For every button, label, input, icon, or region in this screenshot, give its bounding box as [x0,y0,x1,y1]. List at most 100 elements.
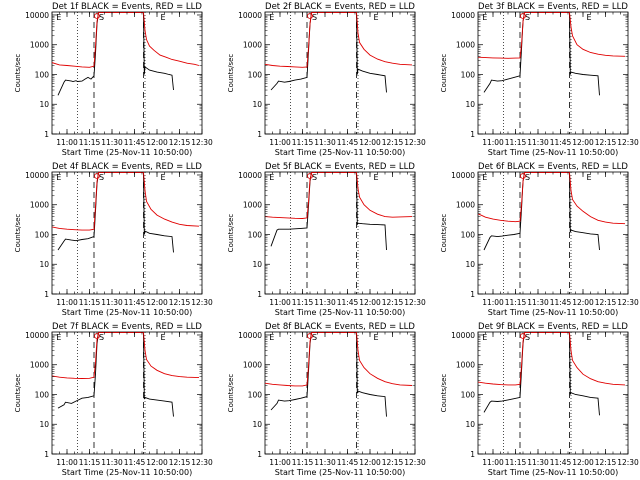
x-tick-label: 11:45 [124,298,146,307]
series-line-lld [265,332,413,387]
series-group [52,172,200,253]
x-tick-label: 12:30 [191,138,213,147]
y-tick-label: 10 [252,420,262,429]
x-tick-label: 11:30 [527,458,549,467]
y-axis-label: Counts/sec [227,54,235,93]
event-marker-label: S [525,333,530,342]
y-tick-label: 1000 [243,201,262,210]
x-tick-label: 12:15 [595,138,617,147]
x-tick-label: 12:30 [404,138,426,147]
y-tick-label: 10 [465,420,475,429]
event-marker-label: E [269,173,274,182]
event-marker-label: E [374,173,379,182]
x-tick-label: 11:45 [550,458,572,467]
series-line-lld [265,12,413,68]
series-line-lld [52,12,200,68]
series-group [478,332,626,416]
x-tick-label: 11:45 [550,298,572,307]
x-axis-label: Start Time (25-Nov-11 10:50:00) [488,148,618,157]
y-tick-label: 100 [461,230,476,239]
y-tick-label: 10000 [25,331,49,340]
x-tick-label: 11:00 [269,138,291,147]
y-tick-label: 100 [35,230,50,239]
series-line-events [483,12,600,96]
x-axis-label: Start Time (25-Nov-11 10:50:00) [275,468,405,477]
event-marker-label: E [161,173,166,182]
y-axis-label: Counts/sec [440,214,448,253]
event-marker-label: E [161,13,166,22]
chart-title: Det 9f BLACK = Events, RED = LLD [478,322,628,332]
event-marker-label: E [56,173,61,182]
chart-title: Det 2f BLACK = Events, RED = LLD [265,2,415,12]
chart-title: Det 8f BLACK = Events, RED = LLD [265,322,415,332]
event-marker-label: S [312,333,317,342]
y-tick-label: 10000 [451,171,475,180]
x-tick-label: 12:15 [382,138,404,147]
y-tick-label: 10 [465,100,475,109]
y-tick-label: 100 [248,70,263,79]
plot-frame [477,171,629,295]
chart-title: Det 4f BLACK = Events, RED = LLD [52,162,202,172]
y-tick-label: 1 [257,290,262,299]
x-tick-label: 11:15 [79,458,101,467]
y-tick-label: 1 [470,130,475,139]
y-tick-label: 100 [248,230,263,239]
event-marker-label: E [56,13,61,22]
x-tick-label: 11:30 [314,138,336,147]
event-marker-label: E [587,13,592,22]
peak-marker [307,333,313,339]
x-tick-label: 12:00 [146,138,168,147]
x-tick-label: 11:45 [337,458,359,467]
peak-marker [520,173,526,179]
y-axis-label: Counts/sec [440,54,448,93]
y-axis-label: Counts/sec [14,54,22,93]
plot-frame [264,331,416,455]
y-tick-label: 10000 [451,331,475,340]
y-tick-label: 1000 [30,41,49,50]
y-axis-label: Counts/sec [227,374,235,413]
x-tick-label: 11:30 [101,138,123,147]
x-axis-label: Start Time (25-Nov-11 10:50:00) [275,148,405,157]
x-tick-label: 12:00 [146,458,168,467]
x-tick-label: 11:15 [79,298,101,307]
x-tick-label: 11:30 [101,458,123,467]
x-tick-label: 12:15 [169,458,191,467]
event-marker-label: S [525,173,530,182]
plot-frame [264,171,416,295]
x-tick-label: 11:15 [292,298,314,307]
y-tick-label: 1000 [456,201,475,210]
series-line-lld [265,172,413,219]
y-tick-label: 10 [252,100,262,109]
chart-title: Det 7f BLACK = Events, RED = LLD [52,322,202,332]
series-line-lld [478,172,626,225]
x-tick-label: 11:30 [314,298,336,307]
chart-title: Det 1f BLACK = Events, RED = LLD [52,2,202,12]
x-tick-label: 12:15 [169,138,191,147]
event-marker-label: E [56,333,61,342]
plot-frame [51,11,203,135]
event-marker-label: E [374,333,379,342]
chart-panel: 11:00 11:15 11:30 11:45 12:00 12:15 12:30 1 10 10… [14,2,213,157]
x-tick-label: 11:00 [56,298,78,307]
x-tick-label: 11:15 [505,458,527,467]
x-tick-label: 11:45 [124,458,146,467]
peak-marker [520,333,526,339]
y-tick-label: 1 [44,130,49,139]
x-tick-label: 11:30 [101,298,123,307]
y-tick-label: 100 [461,390,476,399]
x-axis-label: Start Time (25-Nov-11 10:50:00) [62,148,192,157]
x-tick-label: 11:00 [56,458,78,467]
series-line-lld [52,332,200,379]
y-tick-label: 1000 [243,41,262,50]
series-line-events [270,172,387,251]
chart-title: Det 5f BLACK = Events, RED = LLD [265,162,415,172]
x-tick-label: 11:45 [337,298,359,307]
chart-title: Det 6f BLACK = Events, RED = LLD [478,162,628,172]
series-group [265,332,413,417]
x-tick-label: 11:00 [269,458,291,467]
y-tick-label: 10000 [238,331,262,340]
series-line-events [57,332,174,417]
x-tick-label: 11:15 [505,298,527,307]
y-tick-label: 1 [44,450,49,459]
x-tick-label: 12:30 [191,298,213,307]
